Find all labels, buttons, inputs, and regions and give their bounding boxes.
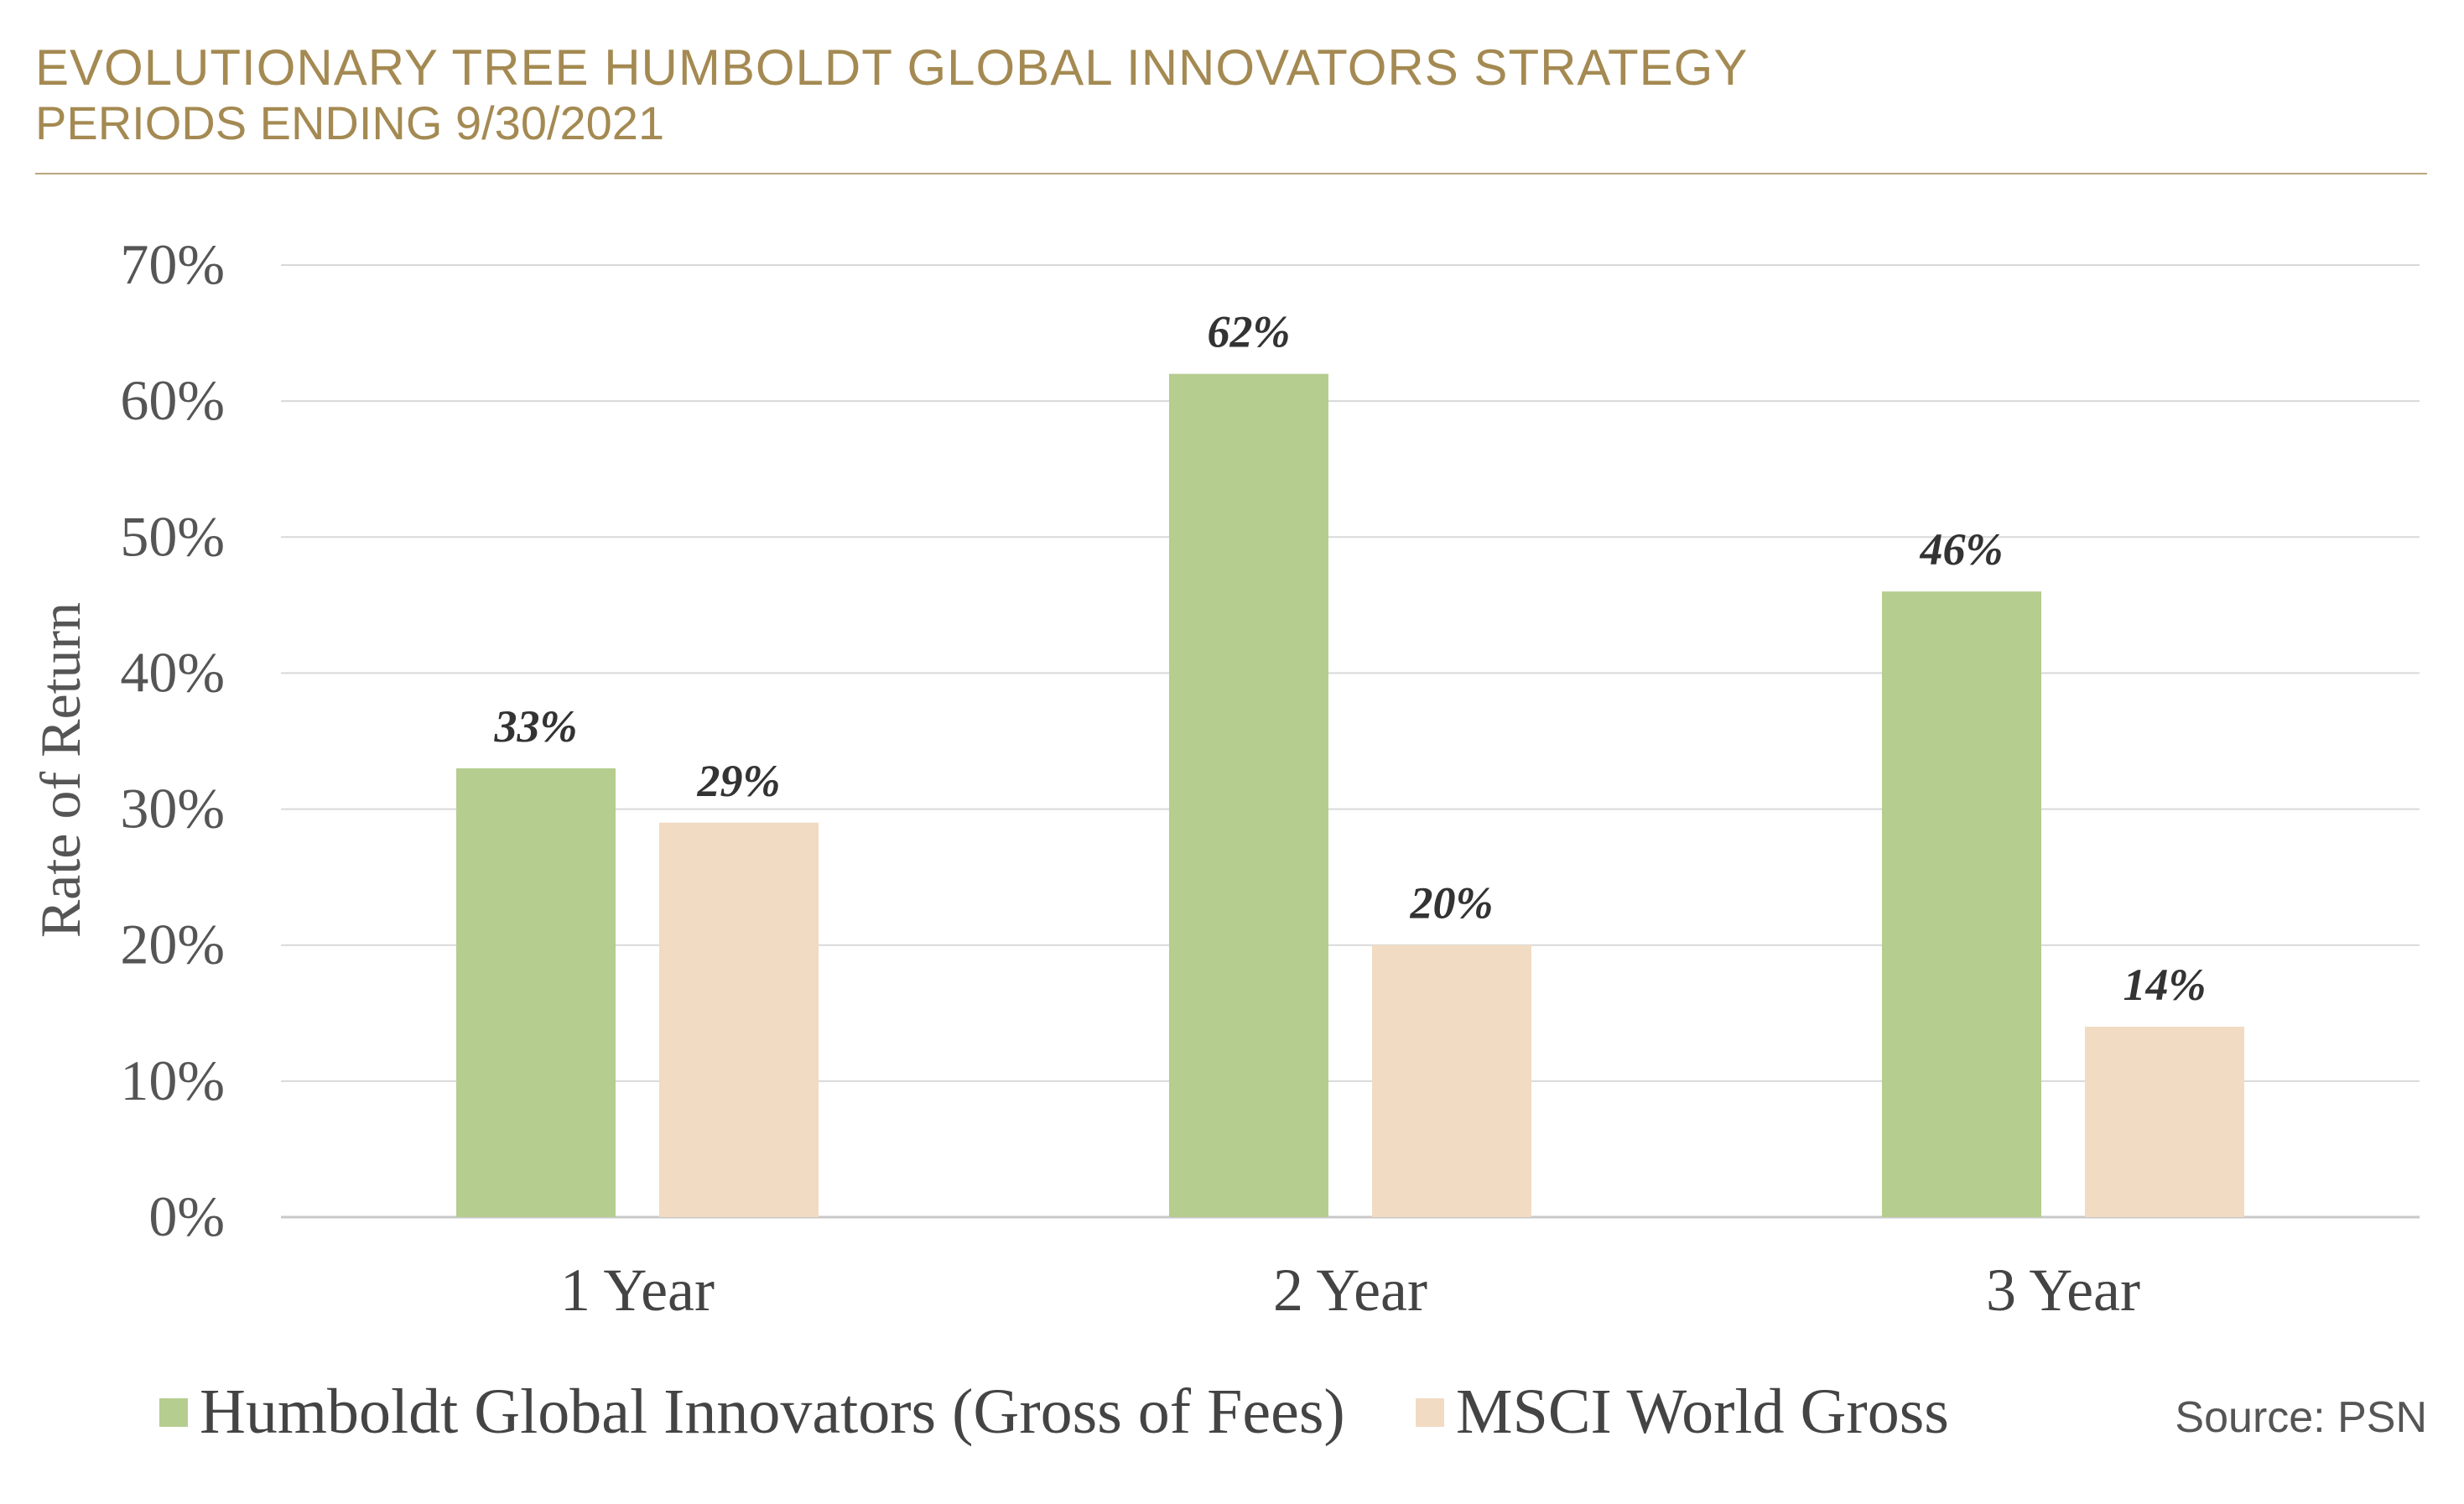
bars: [456, 373, 2244, 1217]
data-label: 14%: [2124, 960, 2207, 1010]
x-tick-label: 3 Year: [1986, 1257, 2140, 1324]
y-tick-label: 0%: [148, 1184, 225, 1248]
legend-item-humboldt: Humboldt Global Innovators (Gross of Fee…: [159, 1376, 1345, 1449]
chart-subtitle: PERIODS ENDING 9/30/2021: [35, 96, 665, 149]
bar-msci: [659, 822, 819, 1217]
y-tick-label: 40%: [120, 640, 225, 704]
y-tick-label: 60%: [120, 368, 225, 432]
data-label: 29%: [697, 756, 781, 806]
legend-swatch-msci: [1416, 1397, 1444, 1427]
bar-humboldt: [1882, 591, 2041, 1217]
data-labels: 33% 29% 62% 20% 46% 14%: [494, 307, 2207, 1010]
source-note: Source: PSN: [2175, 1393, 2427, 1442]
x-tick-label: 2 Year: [1273, 1257, 1427, 1324]
bar-msci: [1372, 945, 1531, 1217]
x-tick-label: 1 Year: [560, 1257, 715, 1324]
legend-label-humboldt: Humboldt Global Innovators (Gross of Fee…: [200, 1376, 1345, 1447]
y-axis-label: Rate of Return: [29, 602, 92, 938]
legend-swatch-humboldt: [159, 1397, 188, 1427]
y-tick-label: 30%: [120, 777, 225, 840]
x-axis-ticks: 1 Year 2 Year 3 Year: [560, 1257, 2140, 1324]
y-axis-ticks: 0% 10% 20% 30% 40% 50% 60% 70%: [120, 232, 225, 1248]
y-tick-label: 10%: [120, 1049, 225, 1112]
y-tick-label: 50%: [120, 504, 225, 568]
data-label: 20%: [1410, 878, 1494, 929]
title-divider: [35, 173, 2427, 174]
legend-item-msci: MSCI World Gross: [1416, 1376, 1949, 1449]
data-label: 62%: [1208, 307, 1291, 357]
y-tick-label: 20%: [120, 913, 225, 976]
data-label: 33%: [494, 701, 578, 752]
bar-humboldt: [456, 768, 616, 1217]
bar-msci: [2085, 1027, 2244, 1217]
gridlines: [281, 264, 2420, 1219]
y-tick-label: 70%: [120, 232, 225, 296]
legend-label-msci: MSCI World Gross: [1456, 1376, 1949, 1447]
data-label: 46%: [1920, 524, 2004, 575]
bar-humboldt: [1169, 373, 1328, 1217]
chart-title: EVOLUTIONARY TREE HUMBOLDT GLOBAL INNOVA…: [35, 39, 1749, 96]
